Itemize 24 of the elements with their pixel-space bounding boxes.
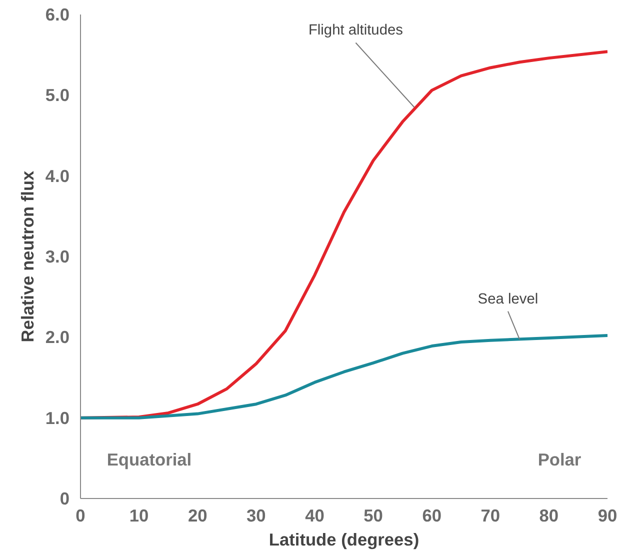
annotation: Polar	[538, 449, 582, 470]
annotation: Equatorial	[106, 449, 192, 470]
x-tick-label: 20	[188, 506, 208, 526]
line-series	[80, 334, 608, 420]
x-tick-label: 0	[76, 506, 86, 526]
x-tick-label: 10	[129, 506, 149, 526]
x-tick-label: 40	[305, 506, 324, 526]
annotation: Sea level	[478, 291, 538, 308]
x-axis-title: Latitude (degrees)	[268, 530, 420, 550]
x-tick-label: 60	[422, 506, 442, 526]
x-tick-label: 30	[246, 506, 266, 526]
y-tick-label: 1.0	[45, 408, 70, 428]
x-tick-label: 90	[598, 506, 618, 526]
x-tick-label: 50	[364, 506, 383, 526]
x-tick-label: 70	[480, 506, 500, 526]
y-tick-label: 0	[60, 488, 70, 508]
y-tick-label: 6.0	[45, 4, 70, 24]
y-axis-title: Relative neutron flux	[17, 170, 38, 342]
annotation: Flight altitudes	[308, 22, 403, 39]
x-tick-label: 80	[539, 506, 559, 526]
y-tick-label: 5.0	[45, 85, 70, 106]
y-tick-label: 3.0	[45, 246, 70, 266]
y-tick-label: 4.0	[45, 166, 70, 186]
y-tick-label: 2.0	[45, 327, 70, 348]
